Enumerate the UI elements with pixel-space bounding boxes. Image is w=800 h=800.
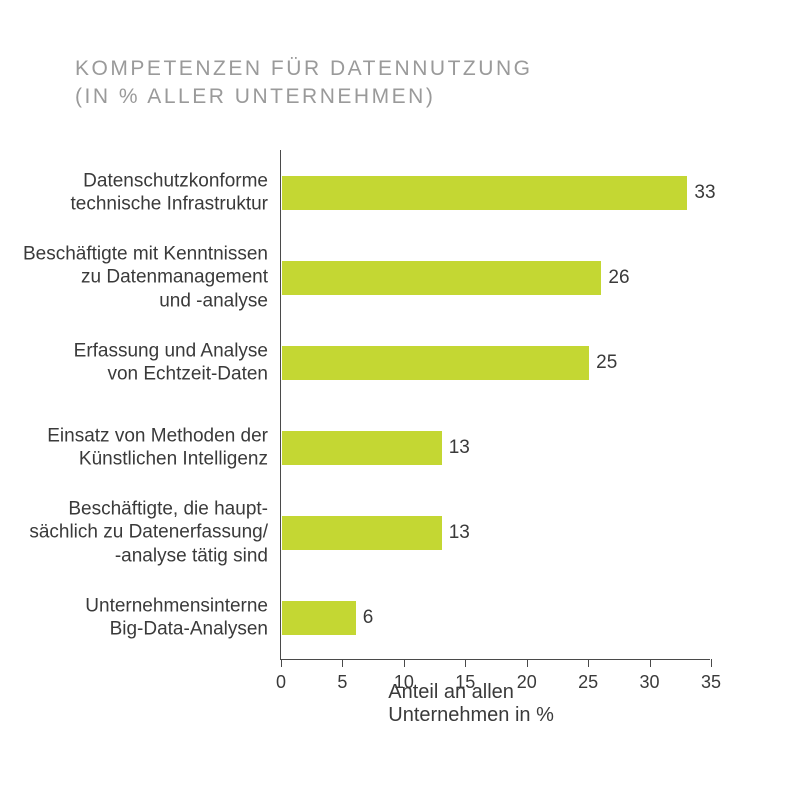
bar: [282, 176, 687, 210]
bar-value: 13: [449, 437, 470, 459]
bar-row: Beschäftigte mit Kenntnissen zu Datenman…: [281, 235, 710, 320]
x-tick: [650, 659, 651, 667]
x-tick-label: 15: [455, 672, 475, 693]
bar-label: Erfassung und Analyse von Echtzeit-Daten: [8, 339, 268, 387]
x-tick: [711, 659, 712, 667]
x-tick: [342, 659, 343, 667]
x-tick-label: 10: [394, 672, 414, 693]
x-tick-label: 35: [701, 672, 721, 693]
bar-value: 33: [694, 182, 715, 204]
bar-row: Datenschutzkonforme technische Infrastru…: [281, 150, 710, 235]
bar-row: Beschäftigte, die haupt- sächlich zu Dat…: [281, 490, 710, 575]
x-axis-label: Anteil an allen Unternehmen in %: [388, 681, 603, 727]
bar-label: Beschäftigte mit Kenntnissen zu Datenman…: [8, 242, 268, 313]
x-tick-label: 5: [337, 672, 347, 693]
bar: [282, 431, 442, 465]
bar-label: Beschäftigte, die haupt- sächlich zu Dat…: [8, 497, 268, 568]
bar: [282, 261, 601, 295]
chart-container: Kompetenzen für Datennutzung (in % aller…: [0, 0, 800, 800]
bar-row: Einsatz von Methoden der Künstlichen Int…: [281, 405, 710, 490]
bar-value: 13: [449, 522, 470, 544]
bar-row: Unternehmensinterne Big-Data-Analysen6: [281, 575, 710, 660]
x-tick: [404, 659, 405, 667]
bar-row: Erfassung und Analyse von Echtzeit-Daten…: [281, 320, 710, 405]
bar-label: Unternehmensinterne Big-Data-Analysen: [8, 594, 268, 642]
x-tick: [588, 659, 589, 667]
title-line1: Kompetenzen für Datennutzung: [75, 57, 533, 80]
bar-value: 6: [363, 607, 374, 629]
bar: [282, 516, 442, 550]
bar-value: 26: [608, 267, 629, 289]
x-tick-label: 30: [640, 672, 660, 693]
x-tick-label: 0: [276, 672, 286, 693]
plot-area: Anteil an allen Unternehmen in % 0510152…: [280, 150, 710, 660]
x-tick-label: 20: [517, 672, 537, 693]
bar-label: Datenschutzkonforme technische Infrastru…: [8, 169, 268, 217]
chart-title: Kompetenzen für Datennutzung (in % aller…: [75, 55, 533, 112]
bar-label: Einsatz von Methoden der Künstlichen Int…: [8, 424, 268, 472]
x-tick: [527, 659, 528, 667]
bar-value: 25: [596, 352, 617, 374]
bar: [282, 346, 589, 380]
x-tick: [281, 659, 282, 667]
x-tick: [465, 659, 466, 667]
title-line2: (in % aller Unternehmen): [75, 85, 435, 108]
x-tick-label: 25: [578, 672, 598, 693]
bar: [282, 601, 356, 635]
